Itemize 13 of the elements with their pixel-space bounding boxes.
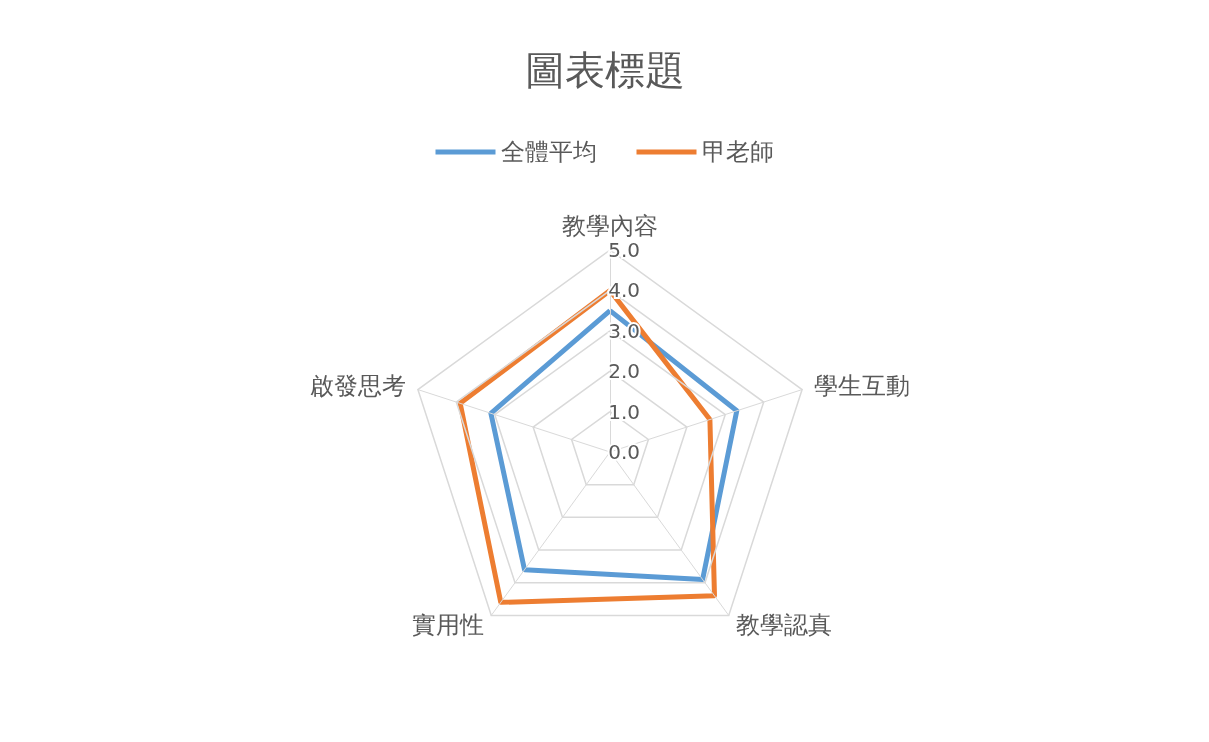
y-tick-label: 4.0 xyxy=(608,278,640,303)
y-tick-label: 1.0 xyxy=(608,399,640,424)
spoke-label: 教學內容 xyxy=(562,212,658,240)
y-tick-label: 2.0 xyxy=(608,359,640,384)
spoke-label: 教學認真 xyxy=(735,611,832,640)
spoke-label: 學生互動 xyxy=(813,371,910,400)
spoke-label: 實用性 xyxy=(412,611,485,640)
y-tick-label: 0.0 xyxy=(608,440,640,464)
spoke-label: 啟發思考 xyxy=(310,371,407,400)
y-tick-label: 5.0 xyxy=(608,238,640,262)
legend-label: 甲老師 xyxy=(701,138,774,166)
legend-label: 全體平均 xyxy=(500,138,597,166)
chart-title: 圖表標題 xyxy=(524,47,685,93)
